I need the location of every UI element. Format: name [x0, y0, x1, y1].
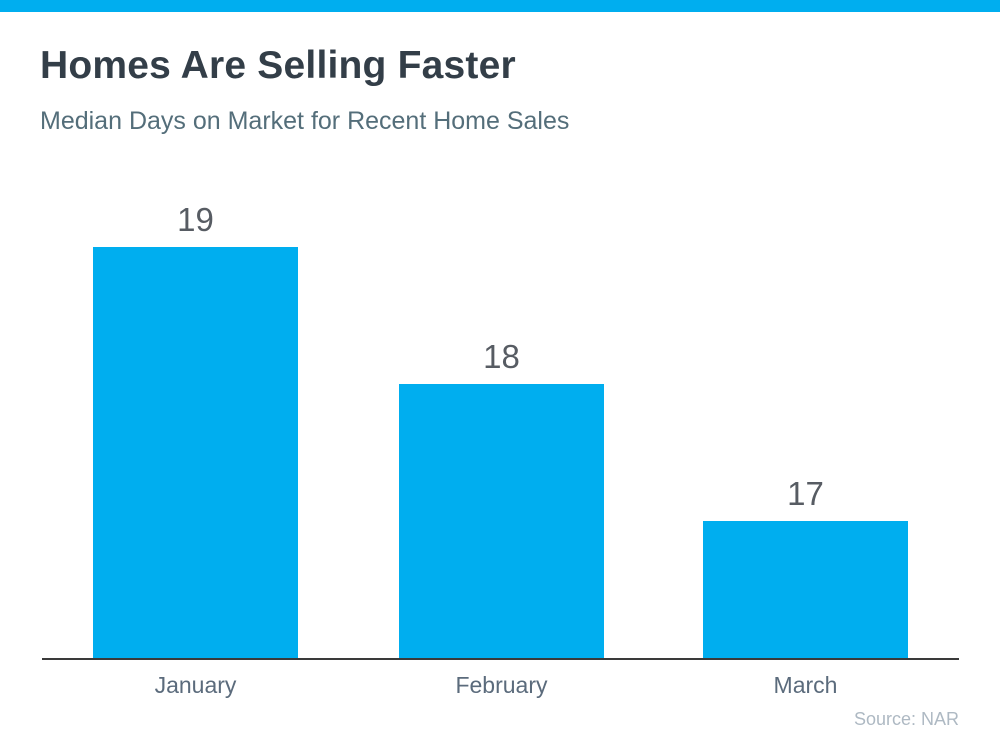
x-axis-label-january: January: [154, 672, 237, 698]
bar-value-label-january: 19: [177, 201, 214, 238]
bar-value-label-march: 17: [787, 475, 824, 512]
page-subtitle: Median Days on Market for Recent Home Sa…: [40, 107, 570, 135]
brand-accent-band: [0, 0, 1000, 12]
page-title: Homes Are Selling Faster: [40, 44, 516, 87]
x-axis-label-february: February: [455, 672, 548, 698]
bar-february: [399, 384, 604, 658]
bar-march: [703, 521, 908, 658]
x-axis-label-march: March: [773, 672, 838, 698]
x-axis-line: [42, 658, 959, 660]
source-credit: Source: NAR: [853, 709, 959, 729]
bar-january: [93, 247, 298, 658]
bar-value-label-february: 18: [483, 338, 520, 375]
